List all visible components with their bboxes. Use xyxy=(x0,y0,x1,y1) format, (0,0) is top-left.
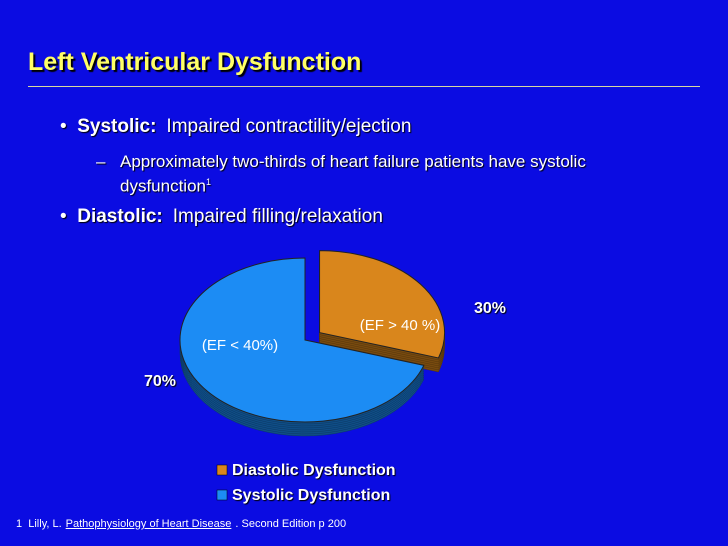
footnote-ref: 1 xyxy=(206,177,212,187)
slice xyxy=(179,257,425,423)
footnote: 1 Lilly, L. Pathophysiology of Heart Dise… xyxy=(16,518,346,530)
bullet-label: Systolic: xyxy=(77,116,157,137)
footnote-author: Lilly, L. xyxy=(28,518,62,530)
legend-label: Diastolic Dysfunction xyxy=(232,462,396,479)
legend-label: Systolic Dysfunction xyxy=(232,487,390,504)
legend-swatch xyxy=(216,489,228,501)
bullet-text: Impaired contractility/ejection xyxy=(166,116,412,137)
title-rule xyxy=(28,86,700,87)
legend-swatch xyxy=(216,464,228,476)
data-label: 30% xyxy=(474,300,506,317)
bullet: • Diastolic: Impaired filling/relaxation xyxy=(60,206,383,227)
sub-bullet-text: Approximately two-thirds of heart failur… xyxy=(120,152,586,196)
slice-note: (EF > 40 %) xyxy=(360,317,440,334)
footnote-number: 1 xyxy=(16,518,23,530)
slide-title: Left Ventricular Dysfunction xyxy=(28,48,362,76)
bullet-text: Impaired filling/relaxation xyxy=(172,206,383,227)
bullet-label: Diastolic: xyxy=(77,206,163,227)
slice-note: (EF < 40%) xyxy=(202,337,278,354)
slice xyxy=(319,250,446,359)
data-label: 70% xyxy=(144,373,176,390)
sub-bullet: – Approximately two-thirds of heart failu… xyxy=(96,152,586,196)
footnote-book: Pathophysiology of Heart Disease xyxy=(65,518,232,530)
bullet: • Systolic: Impaired contractility/ejecti… xyxy=(60,116,412,137)
footnote-rest: . Second Edition p 200 xyxy=(235,518,347,530)
